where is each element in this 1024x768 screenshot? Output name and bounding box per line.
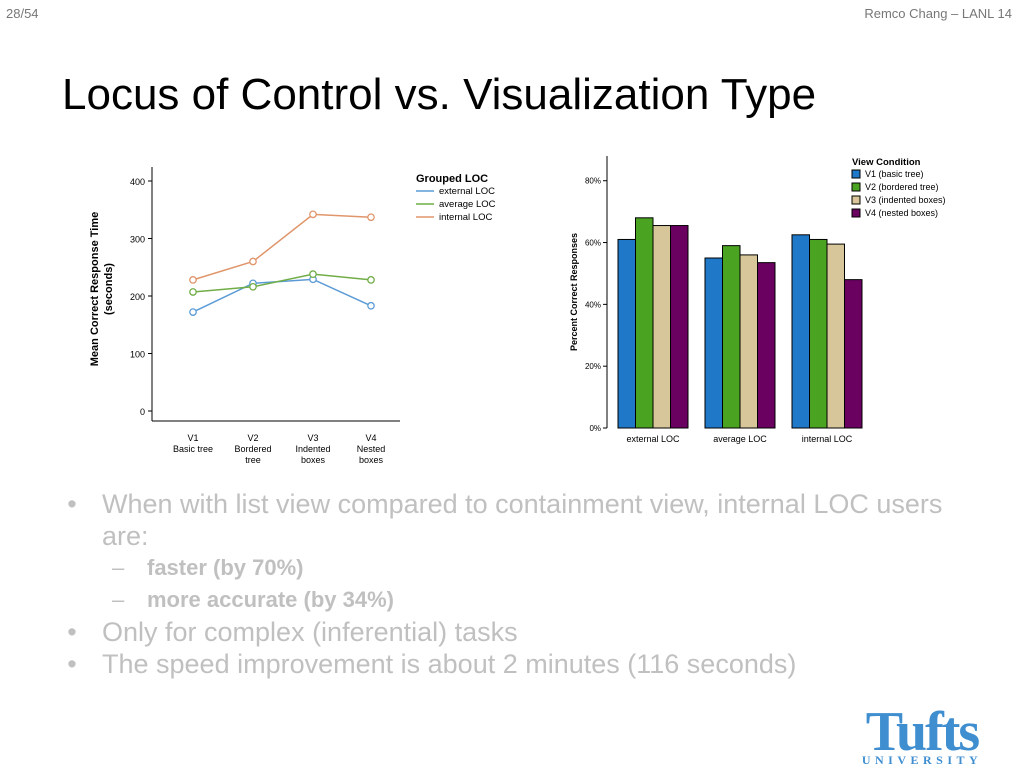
x-tick-label-line: Indented <box>295 444 330 454</box>
series-line <box>192 278 372 313</box>
legend-swatch <box>851 182 861 192</box>
legend-label: V1 (basic tree) <box>865 169 924 179</box>
subbullet-item: – faster (by 70%) <box>62 552 962 584</box>
x-tick-label-line: V4 <box>365 433 376 443</box>
bullet-item: • When with list view compared to contai… <box>62 488 962 552</box>
legend-label: V2 (bordered tree) <box>865 182 939 192</box>
x-tick-label: V2 Bordered tree <box>234 433 271 465</box>
bullet-text: When with list view compared to containm… <box>102 489 943 551</box>
bullet-text: The speed improvement is about 2 minutes… <box>102 649 797 679</box>
legend-title: Grouped LOC <box>416 173 488 185</box>
bar <box>791 234 810 429</box>
data-point <box>367 213 375 222</box>
bar <box>617 238 636 429</box>
data-point <box>367 276 375 284</box>
legend-title: View Condition <box>852 157 921 168</box>
legend-label: average LOC <box>439 199 496 210</box>
subbullet-text: more accurate (by 34%) <box>147 587 394 612</box>
y-tick-label: 0% <box>589 424 601 433</box>
dash-marker: – <box>112 587 125 612</box>
footer-credit: Remco Chang – LANL 14 <box>864 6 1012 21</box>
logo-wordmark: Tufts <box>866 701 980 763</box>
subbullet-item: – more accurate (by 34%) <box>62 584 962 616</box>
y-tick-label: 20% <box>585 362 601 371</box>
y-axis-title-line: (seconds) <box>103 263 115 315</box>
x-tick-label: external LOC <box>626 434 680 444</box>
y-axis-title: Mean Correct Response Time (seconds) <box>89 212 115 366</box>
data-point <box>309 270 317 279</box>
bullet-marker: • <box>67 489 77 519</box>
x-tick-label-line: V3 <box>307 433 318 443</box>
bar <box>757 262 776 429</box>
y-tick-label: 0 <box>140 407 145 417</box>
bar <box>722 245 741 429</box>
data-point <box>189 288 197 296</box>
y-tick-label: 300 <box>130 235 145 245</box>
data-point <box>309 210 317 219</box>
bullet-item: • Only for complex (inferential) tasks <box>62 616 962 648</box>
legend-swatch <box>851 169 861 179</box>
legend-swatch <box>851 195 861 205</box>
tufts-logo: Tufts UNIVERSITY <box>862 701 982 767</box>
x-tick-label: internal LOC <box>802 434 853 444</box>
legend-label: internal LOC <box>439 212 492 223</box>
bullet-text: Only for complex (inferential) tasks <box>102 617 518 647</box>
bar <box>826 243 845 429</box>
bullet-item: • The speed improvement is about 2 minut… <box>62 648 962 680</box>
bar <box>652 225 671 429</box>
x-tick-label: V1 Basic tree <box>173 433 213 454</box>
bar <box>739 254 758 429</box>
data-point <box>189 308 197 316</box>
subbullet-text: faster (by 70%) <box>147 555 304 580</box>
line-chart: 0 100 200 300 400 Mean Correct Response Time(… <box>89 167 496 465</box>
bar-chart: 0% 20% 40% 60% 80% Percent Correct Responses e… <box>569 156 946 444</box>
bar <box>809 238 828 429</box>
y-axis-title: Percent Correct Responses <box>569 233 579 351</box>
data-point <box>189 276 197 284</box>
legend-label: V4 (nested boxes) <box>865 208 938 218</box>
x-tick-label-line: boxes <box>359 455 384 465</box>
x-tick-label: average LOC <box>713 434 767 444</box>
x-tick-label: V4 Nested boxes <box>357 433 386 465</box>
legend-label: external LOC <box>439 186 495 197</box>
x-tick-label-line: tree <box>245 455 261 465</box>
bar <box>704 257 723 429</box>
logo-subtitle: UNIVERSITY <box>862 753 982 767</box>
x-tick-label-line: Nested <box>357 444 386 454</box>
y-tick-label: 400 <box>130 177 145 187</box>
bar <box>670 225 689 429</box>
x-tick-label-line: Bordered <box>234 444 271 454</box>
page-number: 28/54 <box>6 6 39 21</box>
bullet-marker: • <box>67 649 77 679</box>
bullet-list: • When with list view compared to contai… <box>62 488 962 680</box>
y-tick-label: 40% <box>585 300 601 309</box>
series-line <box>192 273 372 293</box>
y-tick-label: 100 <box>130 350 145 360</box>
legend-swatch <box>851 208 861 218</box>
legend-label: V3 (indented boxes) <box>865 195 946 205</box>
x-tick-label-line: boxes <box>301 455 326 465</box>
bar <box>635 217 654 429</box>
data-point <box>249 257 257 266</box>
series-line <box>192 213 372 281</box>
y-tick-label: 80% <box>585 177 601 186</box>
y-tick-label: 60% <box>585 239 601 248</box>
x-tick-label-line: V1 <box>187 433 198 443</box>
bar <box>844 279 863 429</box>
data-point <box>367 301 375 310</box>
x-tick-label-line: V2 <box>247 433 258 443</box>
y-axis-title-line: Mean Correct Response Time <box>89 212 101 366</box>
x-tick-label-line: Basic tree <box>173 444 213 454</box>
x-tick-label: V3 Indented boxes <box>295 433 330 465</box>
dash-marker: – <box>112 555 125 580</box>
data-point <box>249 282 257 291</box>
y-tick-label: 200 <box>130 292 145 302</box>
bullet-marker: • <box>67 617 77 647</box>
slide-title: Locus of Control vs. Visualization Type <box>62 70 817 119</box>
